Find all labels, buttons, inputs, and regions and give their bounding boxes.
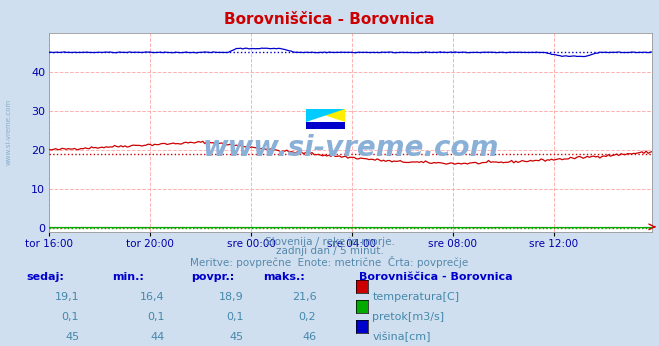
Text: 46: 46: [302, 332, 316, 342]
FancyBboxPatch shape: [306, 122, 345, 129]
Text: pretok[m3/s]: pretok[m3/s]: [372, 312, 444, 322]
Text: 18,9: 18,9: [219, 292, 244, 302]
Text: min.:: min.:: [112, 272, 144, 282]
Text: maks.:: maks.:: [264, 272, 305, 282]
Text: 16,4: 16,4: [140, 292, 165, 302]
Text: 0,2: 0,2: [299, 312, 316, 322]
Text: 45: 45: [230, 332, 244, 342]
Text: 0,1: 0,1: [61, 312, 79, 322]
Polygon shape: [306, 109, 345, 122]
Text: višina[cm]: višina[cm]: [372, 332, 431, 342]
Text: Borovniščica - Borovnica: Borovniščica - Borovnica: [359, 272, 513, 282]
Text: Borovniščica - Borovnica: Borovniščica - Borovnica: [224, 12, 435, 27]
Text: zadnji dan / 5 minut.: zadnji dan / 5 minut.: [275, 246, 384, 256]
Text: 0,1: 0,1: [147, 312, 165, 322]
Text: sedaj:: sedaj:: [26, 272, 64, 282]
Text: 0,1: 0,1: [226, 312, 244, 322]
Text: 44: 44: [150, 332, 165, 342]
Text: www.si-vreme.com: www.si-vreme.com: [203, 134, 499, 162]
Text: temperatura[C]: temperatura[C]: [372, 292, 459, 302]
Text: 21,6: 21,6: [292, 292, 316, 302]
Polygon shape: [306, 109, 345, 122]
Text: www.si-vreme.com: www.si-vreme.com: [5, 98, 12, 165]
Text: Slovenija / reke in morje.: Slovenija / reke in morje.: [264, 237, 395, 247]
Text: Meritve: povprečne  Enote: metrične  Črta: povprečje: Meritve: povprečne Enote: metrične Črta:…: [190, 256, 469, 268]
Text: 45: 45: [65, 332, 79, 342]
Text: 19,1: 19,1: [55, 292, 79, 302]
Text: povpr.:: povpr.:: [191, 272, 235, 282]
